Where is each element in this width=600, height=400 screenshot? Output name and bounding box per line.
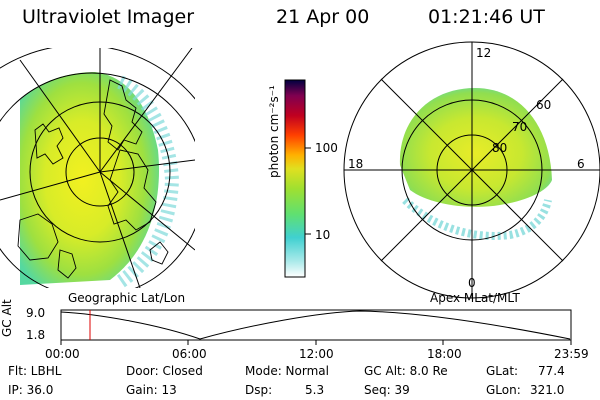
gc-alt-readout: GC Alt: 8.0 Re [364, 364, 448, 378]
dsp-value: 5.3 [305, 383, 325, 397]
altitude-ylabel: GC Alt [0, 299, 14, 337]
altitude-xtick-2359: 23:59 [554, 347, 589, 361]
apex-panel-label: Apex MLat/MLT [430, 291, 520, 305]
time-label: 01:21:46 UT [428, 6, 545, 28]
colorbar-tick-10: 10 [315, 228, 331, 242]
altitude-ytick-max: 9.0 [26, 306, 46, 320]
glat-value: 77.4 [538, 364, 565, 378]
date-label: 21 Apr 00 [276, 6, 370, 28]
ip-readout: IP: 36.0 [8, 383, 54, 397]
mlt-label-18: 18 [348, 157, 364, 171]
glon-label: GLon: [486, 383, 521, 397]
altitude-xtick-1800: 18:00 [427, 347, 462, 361]
altitude-xtick-1200: 12:00 [299, 347, 334, 361]
mode-readout: Mode: Normal [245, 364, 329, 378]
altitude-ytick-min: 1.8 [26, 328, 46, 342]
altitude-xtick-0000: 00:00 [45, 347, 80, 361]
door-readout: Door: Closed [126, 364, 203, 378]
dsp-label: Dsp: [245, 383, 273, 397]
mlt-label-12: 12 [476, 46, 492, 60]
geographic-panel-label: Geographic Lat/Lon [68, 291, 186, 305]
mlat-label-80: 80 [492, 141, 508, 155]
mlat-label-70: 70 [512, 120, 528, 134]
mlat-label-60: 60 [536, 98, 552, 112]
mlt-label-0: 0 [468, 276, 476, 290]
instrument-title: Ultraviolet Imager [22, 6, 195, 28]
glon-value: 321.0 [530, 383, 565, 397]
mlt-label-6: 6 [577, 157, 585, 171]
colorbar-tick-100: 100 [315, 141, 338, 155]
filter-readout: Flt: LBHL [8, 364, 62, 378]
glat-label: GLat: [486, 364, 519, 378]
gain-readout: Gain: 13 [126, 383, 177, 397]
seq-readout: Seq: 39 [364, 383, 410, 397]
altitude-xtick-0600: 06:00 [172, 347, 207, 361]
